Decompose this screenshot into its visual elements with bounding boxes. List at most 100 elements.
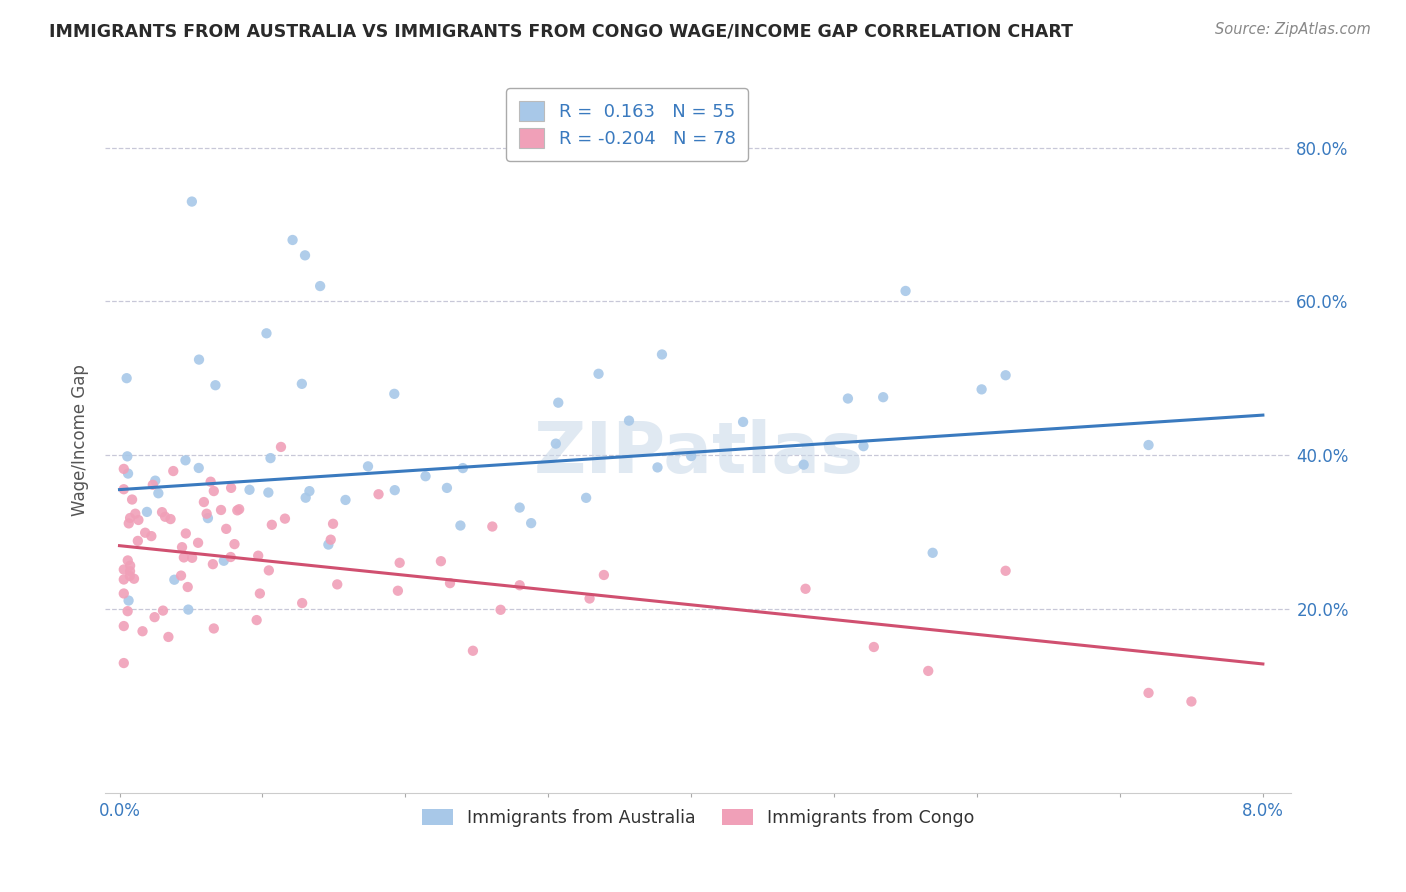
Point <box>294 491 316 505</box>
Point <box>142 478 165 492</box>
Point <box>647 460 669 475</box>
Point <box>509 578 531 592</box>
Point <box>112 562 135 576</box>
Text: Source: ZipAtlas.com: Source: ZipAtlas.com <box>1215 22 1371 37</box>
Point <box>588 367 610 381</box>
Point <box>112 656 135 670</box>
Point <box>1137 438 1160 452</box>
Point <box>127 513 149 527</box>
Y-axis label: Wage/Income Gap: Wage/Income Gap <box>72 364 89 516</box>
Point <box>322 516 344 531</box>
Point <box>794 582 817 596</box>
Point <box>134 525 156 540</box>
Point <box>544 436 567 450</box>
Point <box>195 507 218 521</box>
Point <box>117 604 139 618</box>
Point <box>274 511 297 525</box>
Point <box>209 503 232 517</box>
Point <box>575 491 598 505</box>
Point <box>863 640 886 654</box>
Point <box>388 556 411 570</box>
Point <box>212 554 235 568</box>
Point <box>837 392 859 406</box>
Point <box>319 533 342 547</box>
Point <box>309 279 332 293</box>
Point <box>260 517 283 532</box>
Point <box>291 376 314 391</box>
Point <box>200 475 222 489</box>
Point <box>188 352 211 367</box>
Point <box>202 622 225 636</box>
Point <box>204 378 226 392</box>
Point <box>367 487 389 501</box>
Point <box>994 368 1017 383</box>
Point <box>238 483 260 497</box>
Text: IMMIGRANTS FROM AUSTRALIA VS IMMIGRANTS FROM CONGO WAGE/INCOME GAP CORRELATION C: IMMIGRANTS FROM AUSTRALIA VS IMMIGRANTS … <box>49 22 1073 40</box>
Point <box>219 481 242 495</box>
Point <box>112 482 135 496</box>
Point <box>117 467 139 481</box>
Point <box>894 284 917 298</box>
Point <box>143 474 166 488</box>
Point <box>173 550 195 565</box>
Point <box>122 572 145 586</box>
Point <box>224 537 246 551</box>
Point <box>382 387 405 401</box>
Point <box>170 540 193 554</box>
Point <box>131 624 153 639</box>
Point <box>270 440 292 454</box>
Point <box>852 439 875 453</box>
Point <box>681 449 703 463</box>
Point <box>256 326 278 341</box>
Point <box>318 538 340 552</box>
Point <box>120 511 142 525</box>
Point <box>651 347 673 361</box>
Point <box>1180 694 1202 708</box>
Point <box>384 483 406 498</box>
Point <box>439 576 461 591</box>
Point <box>181 550 204 565</box>
Point <box>159 512 181 526</box>
Point <box>187 461 209 475</box>
Point <box>298 484 321 499</box>
Point <box>281 233 304 247</box>
Point <box>617 414 640 428</box>
Point <box>112 462 135 476</box>
Point <box>387 583 409 598</box>
Point <box>174 526 197 541</box>
Point <box>578 591 600 606</box>
Point <box>520 516 543 530</box>
Text: ZIPatlas: ZIPatlas <box>533 419 863 488</box>
Point <box>436 481 458 495</box>
Point <box>187 536 209 550</box>
Legend: Immigrants from Australia, Immigrants from Congo: Immigrants from Australia, Immigrants fr… <box>415 802 981 834</box>
Point <box>193 495 215 509</box>
Point <box>141 529 163 543</box>
Point <box>228 502 250 516</box>
Point <box>174 453 197 467</box>
Point <box>219 549 242 564</box>
Point <box>197 511 219 525</box>
Point <box>177 602 200 616</box>
Point <box>970 383 993 397</box>
Point <box>177 580 200 594</box>
Point <box>415 469 437 483</box>
Point <box>294 248 316 262</box>
Point <box>461 644 484 658</box>
Point <box>247 549 270 563</box>
Point <box>793 458 815 472</box>
Point <box>148 486 170 500</box>
Point <box>481 519 503 533</box>
Point <box>118 516 141 531</box>
Point <box>257 485 280 500</box>
Point <box>117 450 139 464</box>
Point <box>153 509 176 524</box>
Point <box>163 573 186 587</box>
Point <box>326 577 349 591</box>
Point <box>357 459 380 474</box>
Point <box>291 596 314 610</box>
Point <box>112 586 135 600</box>
Point <box>117 553 139 567</box>
Point <box>257 563 280 577</box>
Point <box>246 613 269 627</box>
